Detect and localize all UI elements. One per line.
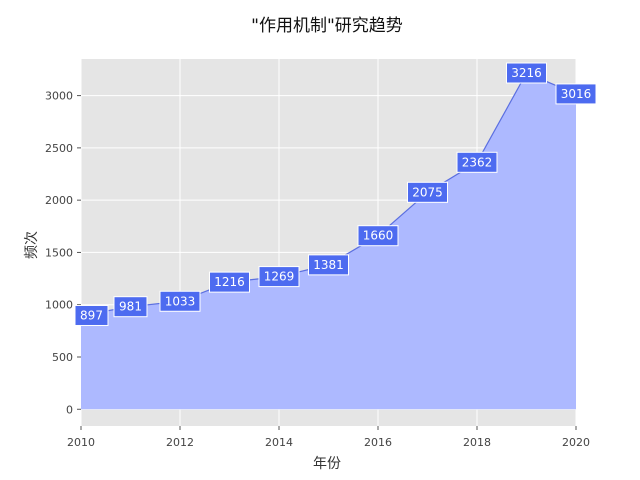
data-label-box: [308, 254, 349, 276]
data-label: 3216: [511, 66, 542, 80]
data-label: 1216: [214, 275, 245, 289]
area-fill: [81, 73, 576, 410]
x-tick-label: 2012: [166, 436, 194, 449]
y-tick-label: 1500: [45, 246, 73, 259]
data-label: 2075: [412, 185, 443, 199]
x-axis-ticks: 2010 2012 2014 2016 2018 2020: [67, 426, 590, 449]
y-axis-ticks: 0 500 1000 1500 2000 2500 3000: [45, 90, 81, 416]
x-tick-label: 2018: [463, 436, 491, 449]
data-label: 1033: [165, 294, 196, 308]
data-label-box: [555, 83, 597, 105]
y-tick-label: 0: [66, 403, 73, 416]
data-label: 1269: [264, 270, 295, 284]
data-label-box: [209, 271, 250, 293]
y-tick-label: 2000: [45, 194, 73, 207]
data-label: 3016: [561, 87, 592, 101]
data-label: 1660: [363, 229, 394, 243]
x-axis-label: 年份: [313, 456, 341, 472]
data-label-box: [407, 181, 448, 203]
x-tick-label: 2020: [562, 436, 590, 449]
data-label-box: [506, 62, 547, 84]
y-tick-label: 2500: [45, 142, 73, 155]
y-tick-label: 3000: [45, 90, 73, 103]
data-label-box: [258, 266, 300, 288]
data-label: 2362: [462, 155, 493, 169]
y-tick-label: 500: [52, 351, 73, 364]
data-label: 897: [80, 308, 103, 322]
y-axis-label: 频次: [24, 231, 40, 259]
data-label-box: [456, 151, 498, 173]
data-label-box: [113, 296, 148, 318]
y-tick-label: 1000: [45, 299, 73, 312]
data-label: 1381: [313, 258, 344, 272]
data-label-box: [74, 304, 109, 326]
chart-title: "作用机制"研究趋势: [251, 16, 403, 36]
data-label-box: [159, 290, 201, 312]
x-tick-label: 2016: [364, 436, 392, 449]
data-label-box: [357, 225, 399, 247]
data-label: 981: [119, 300, 142, 314]
data-labels: 897 981 1033 1216 1269 1381 1660 2075 2362 3216 30…: [74, 62, 597, 326]
x-tick-label: 2014: [265, 436, 293, 449]
x-tick-label: 2010: [67, 436, 95, 449]
